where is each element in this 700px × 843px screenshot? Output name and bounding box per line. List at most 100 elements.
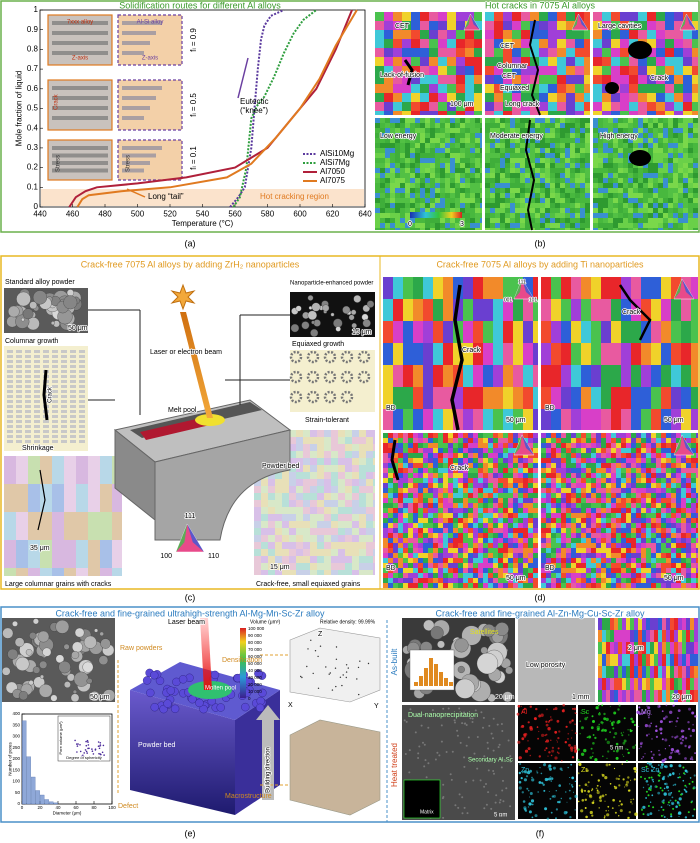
grain [525, 198, 533, 204]
grain [661, 508, 671, 514]
grain [468, 533, 476, 540]
grain [591, 533, 597, 539]
grain [520, 163, 527, 169]
grain [373, 521, 375, 532]
grain [483, 463, 492, 471]
dendrite [52, 96, 108, 100]
grain [366, 528, 375, 538]
grain [443, 518, 450, 526]
particle [7, 648, 19, 660]
grain [310, 465, 323, 475]
grain [663, 148, 670, 154]
grain [663, 168, 671, 174]
grain [380, 138, 390, 144]
grain [385, 118, 394, 125]
grain [581, 508, 587, 514]
grain [681, 493, 690, 501]
grain [493, 548, 503, 554]
grain [494, 12, 512, 23]
grain [598, 138, 608, 145]
grain [473, 553, 481, 559]
grain [611, 478, 621, 486]
grain [463, 528, 473, 536]
grain [571, 453, 577, 461]
grain [636, 573, 644, 581]
grain [359, 479, 373, 489]
grain [440, 143, 449, 149]
grain [503, 528, 513, 534]
grain [435, 158, 444, 165]
grain [498, 448, 505, 456]
grain [450, 128, 459, 136]
grain [656, 493, 664, 501]
grain [571, 473, 581, 479]
grain [581, 553, 589, 561]
grain [551, 563, 559, 569]
grain [693, 148, 698, 154]
grain [310, 570, 322, 575]
grain [616, 563, 625, 571]
grain [450, 173, 458, 181]
grain [383, 578, 390, 586]
grain [380, 213, 386, 220]
grain [665, 12, 677, 25]
grain [555, 163, 564, 170]
grain [541, 448, 551, 455]
grain [673, 128, 682, 135]
grain [606, 538, 615, 545]
grain [493, 488, 500, 496]
grain [512, 12, 528, 24]
grain [324, 472, 335, 481]
grain [530, 223, 537, 230]
grain [268, 549, 281, 560]
grain [475, 228, 482, 230]
grain [473, 573, 482, 581]
grain [601, 463, 610, 470]
grain [395, 178, 405, 184]
grain [468, 473, 477, 479]
grain [373, 437, 375, 448]
grain [483, 438, 492, 445]
grain [551, 528, 560, 536]
grain [688, 213, 697, 220]
grain [324, 451, 336, 459]
grain [620, 66, 631, 77]
grain [458, 573, 467, 581]
dendrite [52, 21, 108, 25]
grain [473, 493, 483, 501]
grain [683, 208, 690, 216]
grain [475, 198, 482, 205]
grain [611, 488, 619, 496]
grain [586, 523, 596, 530]
grain [539, 39, 550, 53]
grain [530, 228, 537, 230]
grain [375, 193, 382, 200]
grain [310, 486, 318, 494]
grain [668, 213, 674, 219]
grain [500, 213, 508, 221]
grain [665, 57, 679, 66]
grain [505, 208, 512, 214]
grain [390, 118, 396, 126]
grain [691, 483, 698, 491]
grain [455, 143, 465, 149]
grain [691, 523, 698, 531]
grain [691, 468, 698, 475]
grain [465, 163, 471, 171]
grain [646, 578, 656, 585]
grain [460, 143, 466, 150]
grain [565, 173, 571, 180]
grain [561, 448, 570, 456]
grain [521, 75, 534, 86]
grain [618, 213, 627, 219]
grain [500, 203, 510, 211]
grain [555, 193, 564, 201]
grain [540, 138, 548, 146]
grain [613, 203, 619, 211]
grain [463, 468, 472, 476]
grain [510, 148, 518, 156]
grain [508, 523, 514, 529]
grain [508, 568, 518, 574]
grain [443, 448, 452, 454]
particle [102, 689, 116, 702]
